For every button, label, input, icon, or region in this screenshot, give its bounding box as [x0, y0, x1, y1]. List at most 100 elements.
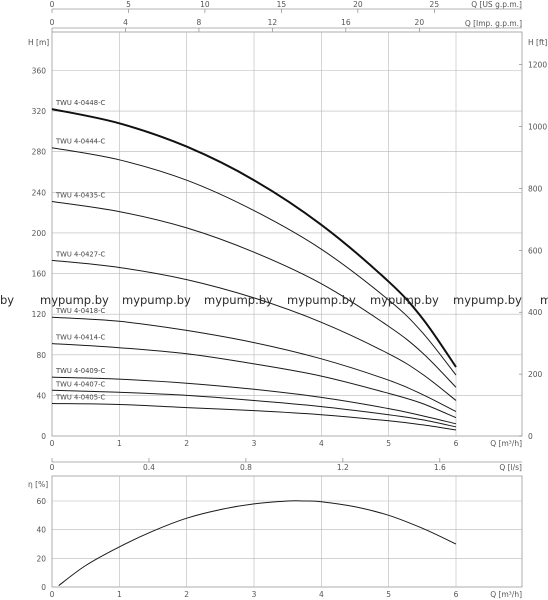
- head-plot-frame: [51, 31, 523, 437]
- efficiency-flow-axis-label: Q [m³/h]: [490, 590, 522, 599]
- eta-x-tick-1: 1: [117, 590, 122, 599]
- x-tick-3: 3: [252, 439, 257, 448]
- curve-twu-4-0407-c: [51, 389, 457, 428]
- y-tick-120: 120: [32, 310, 47, 319]
- eta-x-tick-3: 3: [252, 590, 257, 599]
- eta-x-tick-0: 0: [50, 590, 55, 599]
- head-axis-label: H [m]: [28, 38, 49, 47]
- x-tick-2: 2: [184, 439, 189, 448]
- x-tick-4: 4: [319, 439, 324, 448]
- ft-tick-0: 0: [528, 432, 533, 441]
- head-curves: TWU 4-0448-C TWU 4-0444-C TWU 4-0435-C TWU …: [51, 99, 457, 431]
- y-tick-200: 200: [32, 229, 47, 238]
- us-gpm-tick-25: 25: [430, 0, 440, 9]
- eta-y-tick-0: 0: [41, 583, 46, 592]
- us-gpm-tick-5: 5: [126, 0, 131, 9]
- ls-tick-0.4: 0.4: [143, 463, 155, 472]
- curve-twu-4-0435-c: [51, 201, 457, 388]
- efficiency-curves: [58, 500, 457, 586]
- curve-label-twu-4-0448-c: TWU 4-0448-C: [55, 99, 106, 107]
- ls-tick-0: 0: [50, 463, 55, 472]
- ft-tick-1200: 1200: [528, 61, 547, 70]
- x-tick-0: 0: [50, 439, 55, 448]
- us-gpm-tick-10: 10: [200, 0, 210, 9]
- watermark: by m mypump.by mypump.by mypump.by mypump.b…: [0, 293, 548, 307]
- head-ft-axis-label: H [ft]: [528, 38, 547, 47]
- ft-tick-600: 600: [528, 246, 543, 255]
- head-flow-plot: TWU 4-0448-C TWU 4-0444-C TWU 4-0435-C TWU …: [28, 31, 548, 448]
- ls-tick-1.6: 1.6: [434, 463, 446, 472]
- watermark-fragment-right: m: [540, 293, 548, 307]
- us-gpm-tick-20: 20: [353, 0, 363, 9]
- eta-x-tick-2: 2: [184, 590, 189, 599]
- top-axis-us-gpm-label: Q [US g.p.m.]: [471, 0, 522, 9]
- curve-twu-4-0448-c: [51, 108, 457, 368]
- efficiency-plot-frame: [51, 475, 523, 588]
- curve-label-twu-4-0418-c: TWU 4-0418-C: [55, 307, 106, 315]
- us-gpm-tick-0: 0: [50, 0, 55, 9]
- curve-label-twu-4-0407-c: TWU 4-0407-C: [55, 380, 106, 388]
- ft-tick-1000: 1000: [528, 123, 547, 132]
- ft-tick-800: 800: [528, 184, 543, 193]
- curve-label-twu-4-0409-c: TWU 4-0409-C: [55, 367, 106, 375]
- head-plot-grid: [52, 32, 522, 436]
- ls-tick-1.2: 1.2: [337, 463, 349, 472]
- eta-x-tick-6: 6: [454, 590, 459, 599]
- curve-label-twu-4-0414-c: TWU 4-0414-C: [55, 334, 106, 342]
- curve-label-twu-4-0435-c: TWU 4-0435-C: [55, 191, 106, 199]
- eta-y-tick-60: 60: [36, 497, 46, 506]
- top-flow-axes: Q [US g.p.m.] Q [Imp. g.p.m.] 0 5 10 15 20 25…: [50, 0, 522, 32]
- x-tick-1: 1: [117, 439, 122, 448]
- imp-gpm-tick-0: 0: [50, 18, 55, 27]
- imp-gpm-tick-20: 20: [415, 18, 425, 27]
- us-gpm-tick-15: 15: [277, 0, 287, 9]
- watermark-text-3: mypump.by: [287, 293, 356, 307]
- watermark-text-1: mypump.by: [122, 293, 191, 307]
- curve-twu-4-0427-c: [51, 259, 457, 401]
- flow-axis-label: Q [m³/h]: [490, 439, 522, 448]
- y-tick-0: 0: [41, 432, 46, 441]
- ls-tick-0.8: 0.8: [240, 463, 252, 472]
- watermark-fragment-left: by: [0, 293, 14, 307]
- curve-twu-4-0418-c: [51, 316, 457, 413]
- curve-label-twu-4-0444-c: TWU 4-0444-C: [55, 138, 106, 146]
- watermark-text-2: mypump.by: [204, 293, 273, 307]
- eta-y-tick-40: 40: [36, 526, 46, 535]
- ft-tick-400: 400: [528, 308, 543, 317]
- eta-y-tick-20: 20: [36, 554, 46, 563]
- watermark-text-4: mypump.by: [370, 293, 439, 307]
- x-tick-5: 5: [386, 439, 391, 448]
- head-plot-ticks: 0 1 2 3 4 5 6 0 40 80 120 160 200 240 280 320 360 0 200 400…: [32, 61, 548, 448]
- eta-x-tick-4: 4: [319, 590, 324, 599]
- efficiency-curve-0: [58, 500, 457, 586]
- curve-twu-4-0409-c: [51, 376, 457, 425]
- imp-gpm-tick-12: 12: [268, 18, 278, 27]
- y-tick-240: 240: [32, 188, 47, 197]
- watermark-text-0: mypump.by: [40, 293, 109, 307]
- imp-gpm-tick-16: 16: [341, 18, 351, 27]
- eta-x-tick-5: 5: [386, 590, 391, 599]
- imp-gpm-tick-8: 8: [197, 18, 202, 27]
- curve-label-twu-4-0405-c: TWU 4-0405-C: [55, 394, 106, 402]
- x-tick-6: 6: [454, 439, 459, 448]
- imp-gpm-tick-4: 4: [123, 18, 128, 27]
- y-tick-80: 80: [36, 351, 46, 360]
- efficiency-axis-label: η [%]: [28, 480, 48, 489]
- flow-ls-axis: Q [l/s] 0 0.4 0.8 1.2 1.6: [50, 458, 522, 472]
- y-tick-360: 360: [32, 67, 47, 76]
- efficiency-plot-grid: [52, 476, 522, 587]
- curve-twu-4-0405-c: [51, 403, 457, 431]
- curve-label-twu-4-0427-c: TWU 4-0427-C: [55, 250, 106, 258]
- flow-ls-axis-label: Q [l/s]: [499, 463, 522, 472]
- top-axis-imp-gpm-label: Q [Imp. g.p.m.]: [465, 19, 522, 28]
- y-tick-320: 320: [32, 107, 47, 116]
- ft-tick-200: 200: [528, 370, 543, 379]
- y-tick-40: 40: [36, 391, 46, 400]
- y-tick-160: 160: [32, 270, 47, 279]
- watermark-text-5: mypump.by: [453, 293, 522, 307]
- curve-twu-4-0444-c: [51, 147, 457, 376]
- curve-twu-4-0414-c: [51, 343, 457, 419]
